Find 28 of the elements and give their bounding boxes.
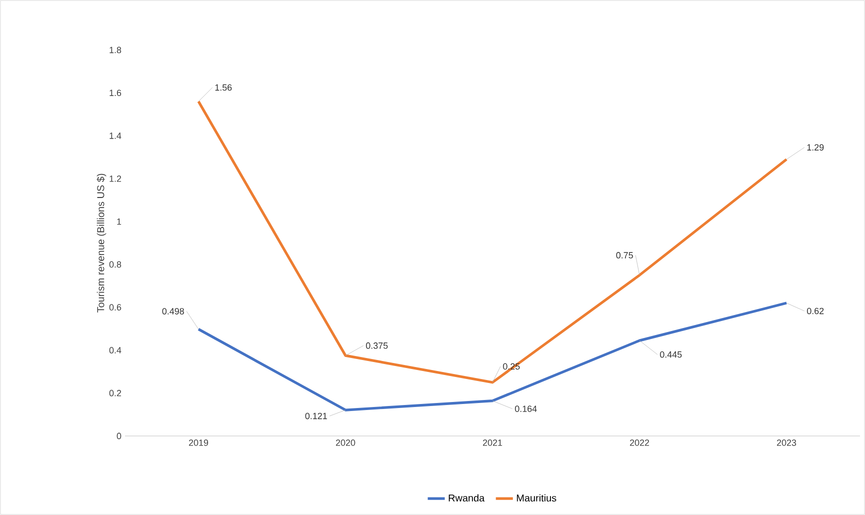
line-series (197, 100, 788, 384)
x-tick-label: 2022 (630, 440, 650, 446)
legend-label: Rwanda (448, 494, 485, 502)
data-label: 0.164 (514, 406, 537, 412)
y-tick-label: 0 (116, 432, 122, 440)
legend-label: Mauritius (516, 494, 556, 502)
data-label: 0.121 (305, 412, 327, 420)
data-label: 0.445 (660, 351, 682, 358)
x-tick-label: 2021 (482, 440, 502, 446)
y-tick-label: 1.6 (110, 90, 122, 96)
x-tick-label: 2019 (188, 440, 208, 446)
x-tick-label: 2023 (776, 440, 796, 446)
y-tick-label: 1.4 (110, 132, 122, 139)
x-tick-label: 2020 (336, 440, 356, 446)
data-label: 0.498 (162, 308, 184, 314)
y-tick-label: 0.2 (109, 390, 122, 396)
data-label: 0.62 (806, 308, 824, 314)
y-tick-label: 1 (117, 218, 122, 225)
data-label: 0.375 (366, 342, 388, 349)
y-tick-label: 1.8 (110, 46, 122, 54)
data-label: 0.75 (616, 252, 633, 258)
y-axis-title: Tourism revenue (Billions US $) (96, 174, 106, 313)
y-tick-label: 0.8 (109, 261, 122, 268)
y-tick-label: 1.2 (110, 176, 122, 182)
data-label: 1.29 (807, 144, 824, 151)
y-tick-label: 0.6 (109, 304, 122, 310)
y-tick-label: 0.4 (109, 347, 122, 354)
data-label: 1.56 (215, 84, 232, 91)
